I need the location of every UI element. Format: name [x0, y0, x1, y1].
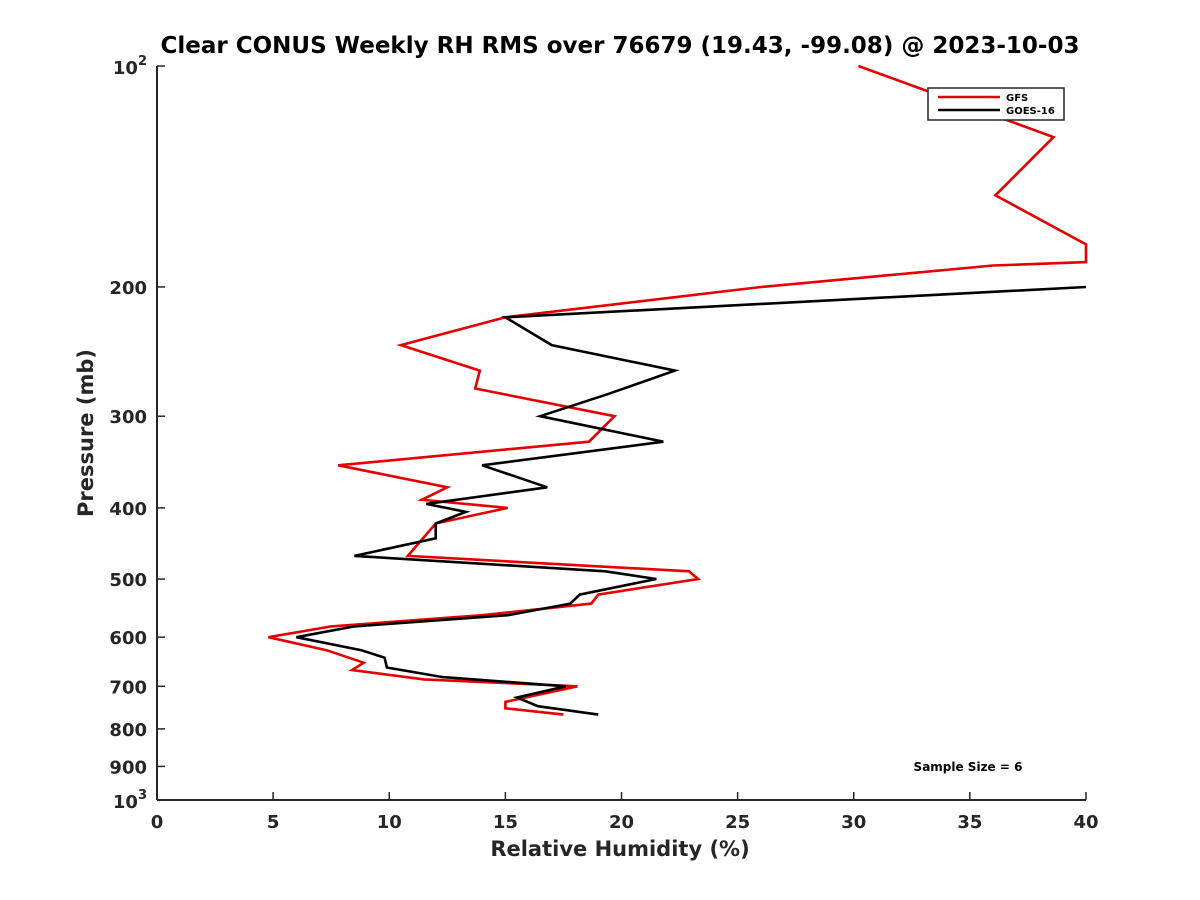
x-tick-label: 35 [957, 812, 982, 833]
x-tick-label: 20 [609, 812, 634, 833]
chart-title: Clear CONUS Weekly RH RMS over 76679 (19… [161, 33, 1080, 59]
x-tick-label: 30 [841, 812, 866, 833]
y-tick-base: 10 [113, 792, 138, 813]
y-tick-label: 900 [109, 757, 147, 778]
y-tick-label: 800 [109, 720, 147, 741]
x-tick-label: 10 [377, 812, 402, 833]
x-tick-label: 25 [725, 812, 750, 833]
legend-label-gfs: GFS [1006, 93, 1028, 104]
y-tick-label: 500 [109, 570, 147, 591]
y-tick-label: 400 [109, 499, 147, 520]
y-tick-label: 700 [109, 677, 147, 698]
series-line-gfs [268, 64, 1088, 716]
series-line-goes16 [296, 285, 1087, 716]
x-tick-label: 40 [1073, 812, 1098, 833]
legend: GFS GOES-16 [927, 87, 1065, 121]
y-tick-label-power: 103 [113, 788, 147, 813]
x-axis-label: Relative Humidity (%) [490, 837, 749, 861]
legend-box [927, 87, 1065, 121]
y-tick-label: 600 [109, 628, 147, 649]
y-axis-label: Pressure (mb) [74, 349, 98, 517]
y-tick-base: 10 [113, 58, 138, 79]
x-tick-label: 0 [151, 812, 164, 833]
y-tick-label: 200 [109, 278, 147, 299]
x-axis-ticks: 0 5 10 15 20 25 30 35 40 [151, 792, 1099, 833]
y-tick-label: 300 [109, 407, 147, 428]
x-tick-label: 15 [493, 812, 518, 833]
series-layer [268, 64, 1088, 716]
y-tick-label-power: 102 [113, 54, 147, 79]
sample-size-annotation: Sample Size = 6 [914, 760, 1023, 774]
x-tick-label: 5 [267, 812, 280, 833]
y-tick-exponent: 2 [138, 54, 147, 69]
y-tick-exponent: 3 [138, 788, 147, 803]
legend-label-goes16: GOES-16 [1006, 106, 1055, 117]
